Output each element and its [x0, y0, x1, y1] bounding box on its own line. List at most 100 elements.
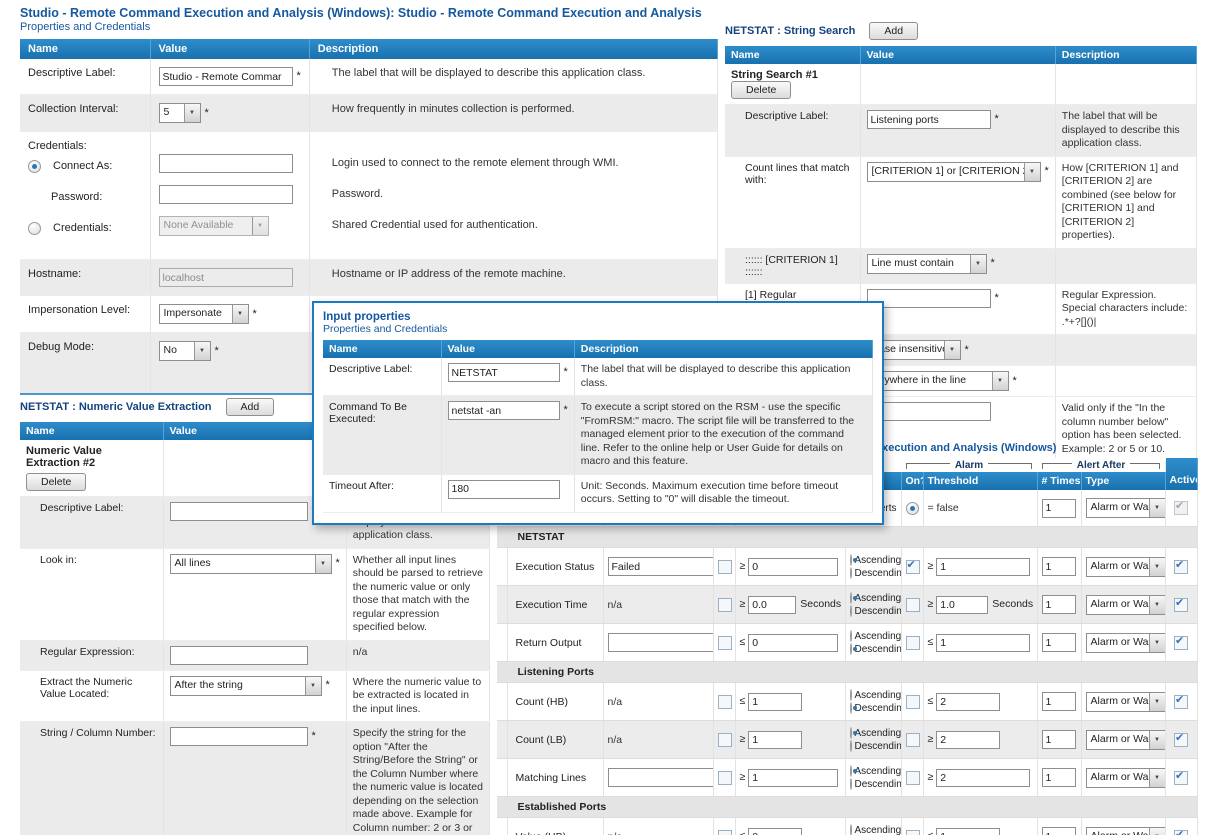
warning-threshold-input[interactable] [748, 827, 803, 835]
add-string-search-button[interactable]: Add [869, 22, 919, 40]
extract-the-numeric-value-located-select[interactable]: After the string ▼ [169, 675, 322, 696]
descriptive-label-input[interactable] [169, 502, 308, 521]
ascending-radio[interactable] [849, 689, 852, 701]
ascending-radio[interactable] [849, 630, 852, 642]
execution-status-regex-input[interactable] [607, 557, 712, 576]
1-located-select[interactable]: Anywhere in the line ▼ [866, 371, 1009, 391]
connect-as-radio[interactable] [28, 160, 41, 173]
command-to-be-executed-input[interactable] [447, 401, 560, 420]
alert-times-input[interactable] [1041, 595, 1076, 614]
password-input[interactable] [158, 185, 293, 204]
debug-mode-select[interactable]: No ▼ [158, 341, 211, 361]
alarm-threshold-input[interactable] [936, 692, 1001, 711]
ascending-radio[interactable] [849, 592, 857, 604]
timeout-after-input[interactable] [447, 479, 560, 499]
alert-times-input[interactable] [1041, 827, 1076, 835]
alert-type-select[interactable]: Alarm or Warning▼ [1085, 729, 1165, 750]
credentials-radio[interactable] [28, 222, 41, 235]
warning-threshold-input[interactable] [748, 768, 839, 787]
alert-times-input[interactable] [1041, 557, 1076, 576]
warning-threshold-input[interactable] [748, 730, 803, 749]
alarm-on-checkbox[interactable] [905, 732, 920, 747]
credentials-select[interactable]: None Available ▼ [158, 216, 269, 236]
warning-on-checkbox[interactable] [717, 732, 732, 747]
alert-times-input[interactable] [1041, 692, 1076, 711]
collection-interval-select[interactable]: 5 ▼ [158, 103, 201, 123]
descriptive-label-input[interactable] [158, 67, 293, 86]
alert-times-input[interactable] [1041, 498, 1076, 518]
warning-on-checkbox[interactable] [717, 559, 732, 574]
alarm-on-checkbox[interactable] [905, 694, 920, 709]
type-cell: Alarm or Warning▼ [1081, 817, 1166, 835]
ascending-radio[interactable] [849, 824, 852, 835]
warning-threshold-input[interactable] [748, 595, 797, 614]
warning-threshold-input[interactable] [748, 557, 839, 576]
active-checkbox[interactable] [1174, 769, 1189, 785]
warning-on-checkbox[interactable] [717, 694, 732, 709]
active-checkbox[interactable] [1174, 693, 1189, 709]
ascending-radio[interactable] [849, 554, 857, 566]
alarm-on-checkbox[interactable] [905, 829, 920, 835]
matching-lines-regex-input[interactable] [607, 768, 712, 787]
descending-radio[interactable] [849, 643, 857, 655]
string-column-number-input[interactable] [169, 727, 308, 746]
active-checkbox[interactable] [1174, 558, 1189, 574]
count-lines-that-match-with-select[interactable]: [CRITERION 1] or [CRITERION 2] ▼ [866, 161, 1041, 182]
return-output-regex-input[interactable] [607, 633, 712, 652]
alarm-on-radio[interactable] [905, 501, 919, 515]
delete-button[interactable]: Delete [731, 81, 792, 99]
alarm-on-checkbox[interactable] [905, 770, 920, 785]
warning-on-checkbox[interactable] [717, 829, 732, 835]
descending-radio[interactable] [849, 740, 852, 752]
descriptive-label-input[interactable] [866, 110, 991, 129]
alarm-on-checkbox[interactable] [905, 558, 920, 574]
alarm-threshold-input[interactable] [936, 827, 1001, 835]
active-checkbox[interactable] [1174, 596, 1189, 612]
alarm-on-checkbox[interactable] [905, 635, 920, 650]
alert-times-input[interactable] [1041, 768, 1076, 787]
ascending-radio[interactable] [849, 765, 857, 777]
1-in-the-column-number-input[interactable] [866, 402, 991, 421]
descending-radio[interactable] [849, 778, 852, 790]
alarm-on-checkbox[interactable] [905, 597, 920, 612]
alert-type-select[interactable]: Alarm or Warning▼ [1085, 691, 1165, 712]
warning-on-checkbox[interactable] [717, 597, 732, 612]
descending-radio[interactable] [849, 702, 857, 714]
active-checkbox[interactable] [1174, 499, 1189, 515]
look-in-select[interactable]: All lines ▼ [169, 553, 332, 574]
1-case-select[interactable]: Case insensitive ▼ [866, 340, 961, 360]
alert-type-select[interactable]: Alarm or Warning▼ [1085, 556, 1165, 577]
active-checkbox[interactable] [1174, 828, 1189, 835]
active-checkbox[interactable] [1174, 634, 1189, 650]
alert-times-input[interactable] [1041, 730, 1076, 749]
connect-as-input[interactable] [158, 154, 293, 173]
alert-type-select[interactable]: Alarm or Warning▼ [1085, 498, 1165, 518]
delete-button[interactable]: Delete [26, 473, 87, 491]
impersonation-level-select[interactable]: Impersonate ▼ [158, 304, 249, 324]
warning-on-checkbox[interactable] [717, 770, 732, 785]
descending-radio[interactable] [849, 567, 852, 579]
add-numeric-extraction-button[interactable]: Add [225, 398, 275, 416]
warning-threshold-input[interactable] [748, 633, 839, 652]
regular-expression-input[interactable] [169, 645, 308, 665]
warning-threshold-input[interactable] [748, 692, 803, 711]
descending-radio[interactable] [849, 605, 852, 617]
alarm-threshold-input[interactable] [936, 768, 1031, 787]
alarm-threshold-input[interactable] [936, 730, 1001, 749]
alert-type-select[interactable]: Alarm or Warning▼ [1085, 767, 1165, 788]
1-regular-expression-input[interactable] [866, 288, 991, 308]
ascending-radio[interactable] [849, 727, 857, 739]
active-cell [1165, 817, 1198, 835]
alert-times-input[interactable] [1041, 633, 1076, 652]
hostname-input[interactable] [158, 268, 293, 287]
criterion-1-select[interactable]: Line must contain ▼ [866, 253, 987, 274]
alarm-threshold-input[interactable] [936, 557, 1031, 576]
warning-on-checkbox[interactable] [717, 635, 732, 650]
alert-type-select[interactable]: Alarm or Warning▼ [1085, 594, 1165, 615]
active-checkbox[interactable] [1174, 731, 1189, 747]
descriptive-label-input[interactable] [447, 363, 560, 382]
alert-type-select[interactable]: Alarm or Warning▼ [1085, 632, 1165, 653]
alert-type-select[interactable]: Alarm or Warning▼ [1085, 826, 1165, 835]
alarm-threshold-input[interactable] [936, 595, 989, 614]
alarm-threshold-input[interactable] [936, 633, 1031, 652]
